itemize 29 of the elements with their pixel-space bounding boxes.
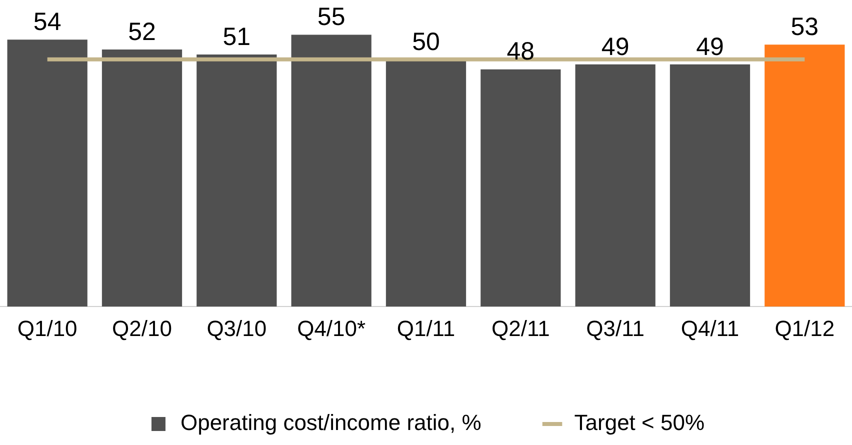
x-tick-label: Q1/10: [17, 316, 78, 341]
data-label: 49: [696, 32, 724, 61]
bar: [764, 44, 845, 307]
x-tick-label: Q4/10*: [297, 316, 366, 341]
bar: [575, 64, 656, 307]
bar: [102, 50, 182, 307]
legend-label: Target < 50%: [574, 410, 705, 436]
data-label: 50: [412, 28, 440, 56]
bar: [386, 59, 466, 307]
data-label: 54: [33, 8, 62, 36]
x-tick-label: Q3/10: [206, 316, 267, 341]
bar: [480, 69, 561, 307]
data-label: 52: [128, 18, 156, 46]
data-label: 55: [317, 3, 346, 32]
x-tick-label: Q2/10: [112, 316, 172, 341]
x-tick-label: Q2/11: [492, 316, 550, 341]
data-label: 48: [506, 38, 535, 66]
bar: [196, 54, 277, 307]
data-label: 51: [222, 22, 251, 51]
bar: [7, 40, 88, 307]
x-tick-label: Q1/12: [774, 316, 835, 341]
legend-label: Operating cost/income ratio, %: [180, 410, 482, 436]
data-label: 53: [790, 12, 819, 41]
x-tick-label: Q1/11: [396, 316, 456, 341]
data-label: 49: [601, 32, 630, 61]
bar: [291, 34, 372, 307]
bar: [670, 64, 750, 307]
x-tick-label: Q4/11: [680, 316, 740, 341]
x-tick-label: Q3/11: [586, 316, 644, 341]
